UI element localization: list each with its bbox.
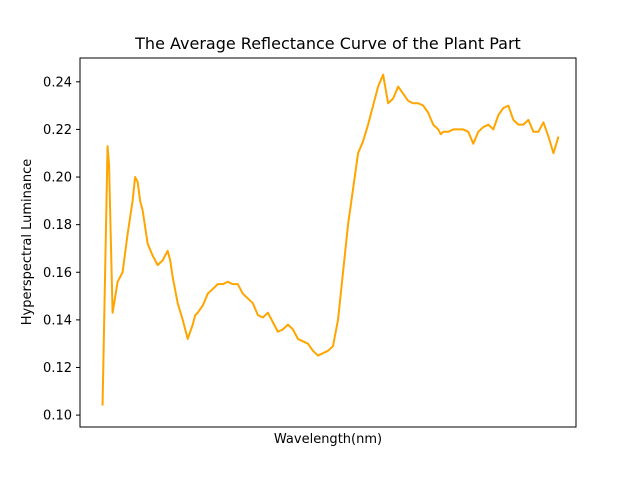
y-tick-label: 0.10 xyxy=(43,409,72,424)
y-tick-label: 0.12 xyxy=(43,361,72,376)
y-axis-label: Hyperspectral Luminance xyxy=(20,159,35,326)
y-axis-ticks: 0.10 0.12 0.14 0.16 0.18 0.20 0.22 0.24 xyxy=(43,75,80,424)
y-tick-label: 0.22 xyxy=(43,123,72,138)
plot-area xyxy=(79,57,577,428)
plot-frame xyxy=(79,57,577,428)
y-tick-label: 0.14 xyxy=(43,313,72,328)
y-tick-label: 0.24 xyxy=(43,75,72,90)
y-tick-label: 0.18 xyxy=(43,218,72,233)
series-line-0 xyxy=(101,73,560,406)
y-tick-label: 0.16 xyxy=(43,266,72,281)
chart-title: The Average Reflectance Curve of the Pla… xyxy=(134,34,521,53)
x-axis-label: Wavelength(nm) xyxy=(274,432,382,447)
y-tick-label: 0.20 xyxy=(43,171,72,186)
